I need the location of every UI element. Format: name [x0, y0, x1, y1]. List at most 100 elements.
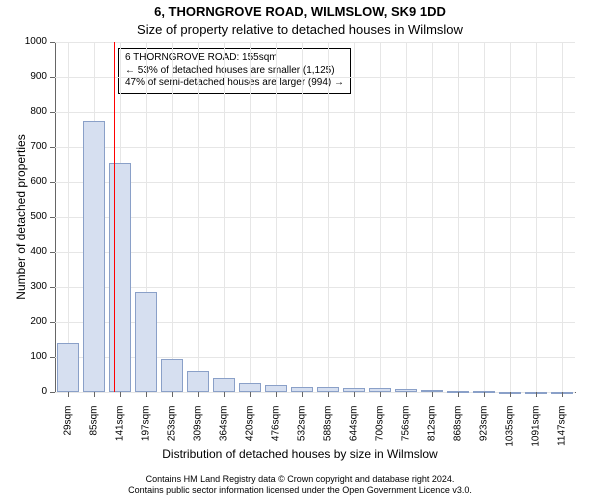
- xtick-mark: [458, 392, 459, 397]
- xtick-label: 309sqm: [193, 406, 204, 456]
- xtick-mark: [198, 392, 199, 397]
- histogram-bar: [239, 383, 262, 392]
- histogram-bar: [187, 371, 210, 392]
- ytick-label: 1000: [17, 36, 47, 47]
- xtick-mark: [380, 392, 381, 397]
- gridline-v: [536, 42, 537, 392]
- gridline-v: [432, 42, 433, 392]
- xtick-mark: [354, 392, 355, 397]
- xtick-label: 923sqm: [479, 406, 490, 456]
- attribution: Contains HM Land Registry data © Crown c…: [0, 474, 600, 496]
- ytick-mark: [50, 182, 55, 183]
- gridline-v: [198, 42, 199, 392]
- xtick-label: 868sqm: [453, 406, 464, 456]
- gridline-v: [250, 42, 251, 392]
- histogram-bar: [109, 163, 132, 392]
- chart-title-line1: 6, THORNGROVE ROAD, WILMSLOW, SK9 1DD: [0, 4, 600, 19]
- gridline-h: [55, 287, 575, 288]
- ytick-label: 0: [17, 386, 47, 397]
- ytick-label: 200: [17, 316, 47, 327]
- xtick-label: 197sqm: [141, 406, 152, 456]
- attribution-line2: Contains public sector information licen…: [0, 485, 600, 496]
- ytick-mark: [50, 42, 55, 43]
- xtick-mark: [68, 392, 69, 397]
- ytick-mark: [50, 392, 55, 393]
- gridline-h: [55, 252, 575, 253]
- ytick-mark: [50, 112, 55, 113]
- xtick-mark: [510, 392, 511, 397]
- xtick-label: 29sqm: [63, 406, 74, 456]
- xtick-mark: [484, 392, 485, 397]
- gridline-h: [55, 112, 575, 113]
- xtick-label: 1035sqm: [505, 406, 516, 456]
- xtick-label: 532sqm: [297, 406, 308, 456]
- annotation-line1: 6 THORNGROVE ROAD: 155sqm: [125, 52, 344, 65]
- xtick-mark: [224, 392, 225, 397]
- gridline-v: [224, 42, 225, 392]
- gridline-v: [302, 42, 303, 392]
- xtick-label: 420sqm: [245, 406, 256, 456]
- gridline-h: [55, 392, 575, 393]
- histogram-bar: [57, 343, 80, 392]
- xtick-mark: [120, 392, 121, 397]
- ytick-label: 300: [17, 281, 47, 292]
- ytick-mark: [50, 217, 55, 218]
- gridline-v: [172, 42, 173, 392]
- xtick-label: 85sqm: [89, 406, 100, 456]
- ytick-mark: [50, 77, 55, 78]
- xtick-label: 812sqm: [427, 406, 438, 456]
- ytick-label: 100: [17, 351, 47, 362]
- ytick-label: 500: [17, 211, 47, 222]
- gridline-v: [484, 42, 485, 392]
- xtick-label: 364sqm: [219, 406, 230, 456]
- gridline-h: [55, 217, 575, 218]
- gridline-h: [55, 357, 575, 358]
- ytick-mark: [50, 147, 55, 148]
- gridline-v: [380, 42, 381, 392]
- annotation-box: 6 THORNGROVE ROAD: 155sqm ← 53% of detac…: [118, 48, 351, 94]
- xtick-mark: [406, 392, 407, 397]
- xtick-mark: [432, 392, 433, 397]
- gridline-v: [458, 42, 459, 392]
- ytick-label: 600: [17, 176, 47, 187]
- gridline-v: [68, 42, 69, 392]
- ytick-label: 400: [17, 246, 47, 257]
- gridline-v: [354, 42, 355, 392]
- xtick-label: 1147sqm: [557, 406, 568, 456]
- annotation-line3: 47% of semi-detached houses are larger (…: [125, 77, 344, 90]
- gridline-h: [55, 42, 575, 43]
- xtick-label: 476sqm: [271, 406, 282, 456]
- xtick-label: 756sqm: [401, 406, 412, 456]
- histogram-bar: [213, 378, 236, 392]
- ytick-label: 900: [17, 71, 47, 82]
- xtick-mark: [276, 392, 277, 397]
- xtick-label: 253sqm: [167, 406, 178, 456]
- histogram-bar: [135, 292, 158, 392]
- attribution-line1: Contains HM Land Registry data © Crown c…: [0, 474, 600, 485]
- ytick-mark: [50, 322, 55, 323]
- histogram-bar: [161, 359, 184, 392]
- xtick-mark: [562, 392, 563, 397]
- xtick-mark: [328, 392, 329, 397]
- annotation-line2: ← 53% of detached houses are smaller (1,…: [125, 65, 344, 78]
- gridline-h: [55, 147, 575, 148]
- chart-title-line2: Size of property relative to detached ho…: [0, 22, 600, 37]
- gridline-v: [562, 42, 563, 392]
- xtick-label: 1091sqm: [531, 406, 542, 456]
- ytick-mark: [50, 252, 55, 253]
- ytick-label: 800: [17, 106, 47, 117]
- xtick-label: 700sqm: [375, 406, 386, 456]
- gridline-v: [328, 42, 329, 392]
- histogram-bar: [83, 121, 106, 392]
- xtick-mark: [94, 392, 95, 397]
- ytick-mark: [50, 357, 55, 358]
- xtick-mark: [536, 392, 537, 397]
- ytick-mark: [50, 287, 55, 288]
- gridline-h: [55, 182, 575, 183]
- xtick-label: 141sqm: [115, 406, 126, 456]
- histogram-bar: [265, 385, 288, 392]
- gridline-v: [510, 42, 511, 392]
- xtick-mark: [302, 392, 303, 397]
- chart-container: { "chart": { "type": "histogram", "title…: [0, 0, 600, 500]
- gridline-v: [406, 42, 407, 392]
